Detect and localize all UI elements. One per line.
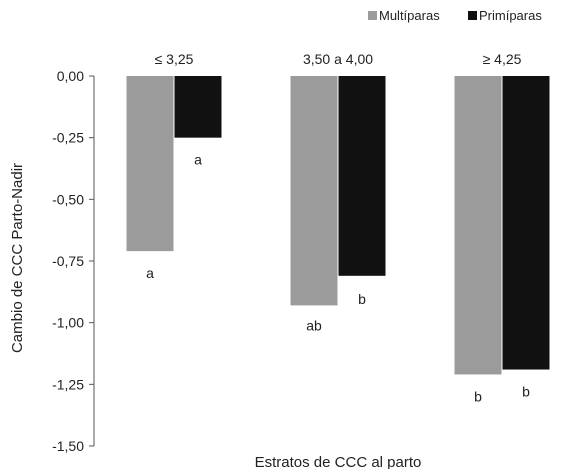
category-label: ≥ 4,25: [483, 51, 522, 67]
y-tick-label: 0,00: [57, 68, 84, 84]
significance-label: b: [474, 388, 482, 404]
legend-label: Primíparas: [479, 8, 542, 23]
significance-label: b: [522, 384, 530, 400]
y-axis: 0,00 -0,25 -0,50 -0,75 -1,00 -1,25 -1,50: [52, 68, 95, 454]
legend-label: Multíparas: [379, 8, 440, 23]
x-axis-title: Estratos de CCC al parto: [255, 454, 422, 469]
significance-label: a: [194, 152, 202, 168]
y-tick-label: -1,25: [52, 376, 84, 392]
y-tick-label: -0,25: [52, 130, 84, 146]
legend: Multíparas Primíparas: [368, 8, 542, 23]
bar-multiparas: [454, 76, 502, 375]
significance-label: b: [358, 291, 366, 307]
y-axis-title: Cambio de CCC Parto-Nadir: [9, 163, 26, 353]
y-tick-label: -1,50: [52, 438, 84, 454]
bar-multiparas: [126, 76, 174, 252]
bar-primiparas: [502, 76, 550, 370]
category-label: 3,50 a 4,00: [303, 51, 373, 67]
legend-swatch: [368, 11, 377, 20]
bar-primiparas: [174, 76, 222, 138]
y-tick-label: -0,50: [52, 191, 84, 207]
category-label: ≤ 3,25: [155, 51, 194, 67]
bar-primiparas: [338, 76, 386, 276]
y-tick-label: -0,75: [52, 253, 84, 269]
bars: [126, 76, 550, 375]
significance-label: ab: [306, 317, 322, 333]
bar-multiparas: [290, 76, 338, 306]
legend-item-multiparas: Multíparas: [368, 8, 440, 23]
category-labels: ≤ 3,25 3,50 a 4,00 ≥ 4,25: [155, 51, 522, 67]
legend-swatch: [468, 11, 477, 20]
legend-item-primiparas: Primíparas: [468, 8, 542, 23]
y-tick-label: -1,00: [52, 315, 84, 331]
significance-label: a: [146, 265, 154, 281]
